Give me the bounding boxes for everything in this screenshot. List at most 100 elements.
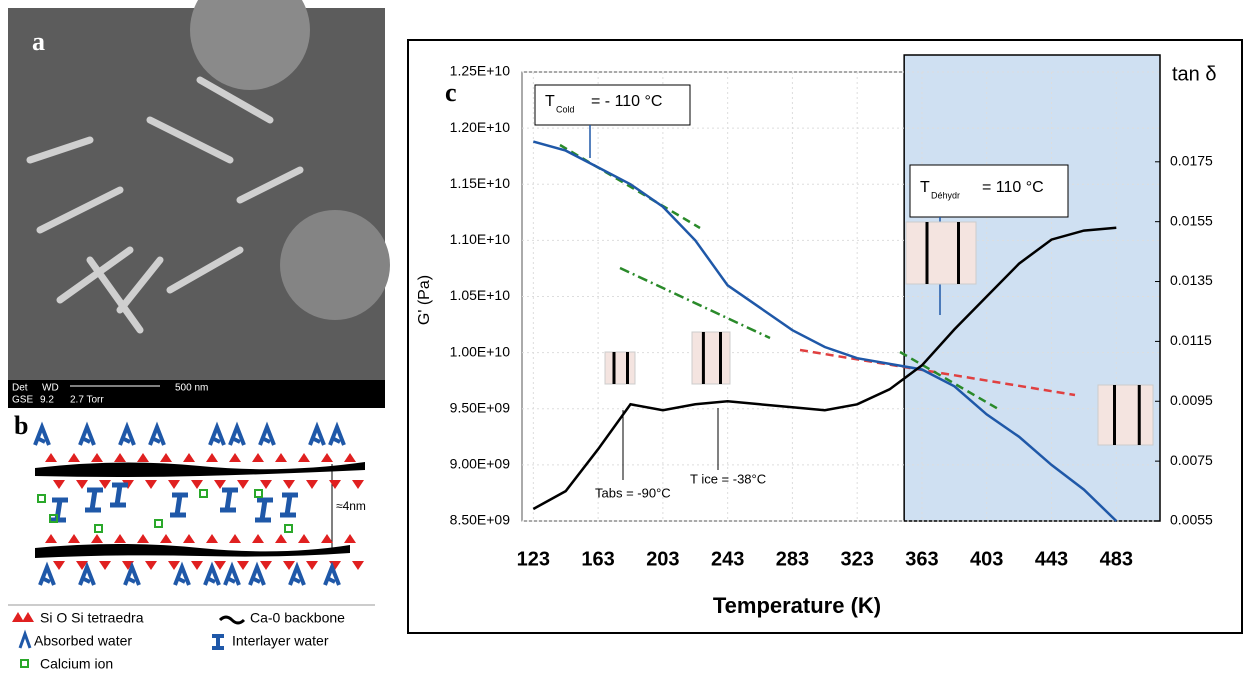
absorbed-water — [148, 421, 166, 446]
panel-b: b ≈4nm Si O Si tetraedra Ca-0 backbone A… — [8, 411, 375, 672]
absorbed-water — [78, 561, 96, 586]
calcium-ion — [154, 519, 163, 528]
x-tick-label: 363 — [905, 548, 938, 570]
annotation-symbol: T — [545, 93, 555, 110]
sem-particle — [190, 0, 310, 90]
x-axis-label: Temperature (K) — [713, 593, 881, 618]
sem-fibers — [26, 76, 304, 334]
tetrahedron — [68, 453, 88, 570]
info-bar — [8, 380, 385, 408]
absorbed-water — [118, 421, 136, 446]
panel-label: c — [445, 78, 457, 107]
y2-tick-label: 0.0055 — [1170, 512, 1213, 528]
absorbed-water — [78, 421, 96, 446]
info-text: Det — [12, 383, 28, 394]
interlayer-water — [255, 497, 273, 523]
tangent-line — [619, 266, 771, 340]
tetrahedron — [137, 453, 157, 570]
legend-symbol — [20, 659, 29, 668]
absorbed-water — [223, 561, 241, 586]
sem-particle — [280, 210, 390, 320]
structure-icon — [1097, 384, 1154, 446]
tetrahedron — [160, 453, 180, 570]
legend-symbol — [12, 612, 34, 622]
annotation-box — [909, 164, 1069, 218]
info-text: WD — [42, 383, 59, 394]
legend-symbol — [218, 615, 246, 625]
spacing-label: ≈4nm — [336, 499, 366, 513]
absorbed-water — [203, 561, 221, 586]
panel-label: a — [32, 27, 45, 56]
absorbed-water — [173, 561, 191, 586]
legend-text: Si O Si tetraedra — [40, 610, 144, 626]
tetrahedron — [252, 453, 272, 570]
interlayer-water — [280, 492, 298, 518]
tetrahedron — [229, 453, 249, 570]
absorbed-water — [288, 561, 306, 586]
y-axis-label: G' (Pa) — [416, 275, 433, 325]
y2-tick-label: 0.0135 — [1170, 272, 1213, 288]
annotation-subscript: Cold — [556, 104, 575, 114]
x-tick-label: 283 — [776, 548, 809, 570]
annotation: Tabs = -90°C — [595, 485, 671, 500]
legend-symbol — [18, 629, 32, 649]
legend-text: Ca-0 backbone — [250, 610, 345, 626]
calcium-ion — [254, 489, 263, 498]
data-line — [532, 140, 1118, 522]
y-tick-label: 8.50E+09 — [450, 512, 511, 528]
y2-tick-label: 0.0155 — [1170, 212, 1213, 228]
calcium-ion — [49, 514, 58, 523]
calcium-ion — [199, 489, 208, 498]
absorbed-water — [123, 561, 141, 586]
annotation: T ice = -38°C — [690, 471, 766, 486]
panel-c: 123 163 203 243 283 323 363 403 443 483 8.50E+09 9.… — [416, 54, 1217, 618]
y2-tick-label: 0.0175 — [1170, 153, 1213, 169]
x-tick-label: 483 — [1100, 548, 1133, 570]
tetrahedron — [298, 453, 318, 570]
interlayer-water — [85, 487, 103, 513]
calcium-ion — [37, 494, 46, 503]
legend-text: Interlayer water — [232, 633, 329, 649]
calcium-ion — [284, 524, 293, 533]
annotation-subscript: Déhydr — [931, 190, 960, 200]
tetrahedron — [183, 453, 203, 570]
x-tick-label: 203 — [646, 548, 679, 570]
interlayer-water — [110, 482, 128, 508]
annotation-box — [534, 84, 691, 126]
y2-tick-label: 0.0075 — [1170, 452, 1213, 468]
y2-tick-label: 0.0115 — [1170, 332, 1212, 348]
absorbed-water — [208, 421, 226, 446]
annotation-symbol: T — [920, 179, 930, 196]
sem-image — [8, 8, 385, 380]
absorbed-water — [328, 421, 346, 446]
annotation-text: = 110 °C — [982, 179, 1044, 196]
absorbed-water — [308, 421, 326, 446]
backbone — [35, 544, 350, 558]
y-tick-label: 1.00E+10 — [450, 343, 511, 359]
annotation-text: = - 110 °C — [591, 93, 662, 110]
x-tick-label: 243 — [711, 548, 744, 570]
tangent-line — [899, 350, 1001, 412]
legend-text: Absorbed water — [34, 633, 132, 649]
y-tick-label: 1.05E+10 — [450, 287, 511, 303]
y-tick-label: 1.15E+10 — [450, 175, 511, 191]
panel-label: b — [14, 411, 28, 440]
tetrahedron — [114, 453, 134, 570]
info-text: 2.7 Torr — [70, 395, 104, 406]
x-tick-label: 123 — [517, 548, 550, 570]
legend-text: Calcium ion — [40, 656, 113, 672]
tetrahedron — [275, 453, 295, 570]
interlayer-water — [170, 492, 188, 518]
y-tick-label: 9.50E+09 — [450, 399, 511, 415]
interlayer-water — [220, 487, 238, 513]
structure-icon — [691, 331, 731, 385]
absorbed-water — [258, 421, 276, 446]
info-text: GSE — [12, 395, 33, 406]
y-tick-label: 1.10E+10 — [450, 231, 511, 247]
x-tick-label: 163 — [581, 548, 614, 570]
scale-label: 500 nm — [175, 383, 208, 394]
y2-axis-label: tan δ — [1172, 63, 1217, 85]
tetrahedron — [45, 453, 65, 570]
y-tick-label: 1.20E+10 — [450, 119, 511, 135]
